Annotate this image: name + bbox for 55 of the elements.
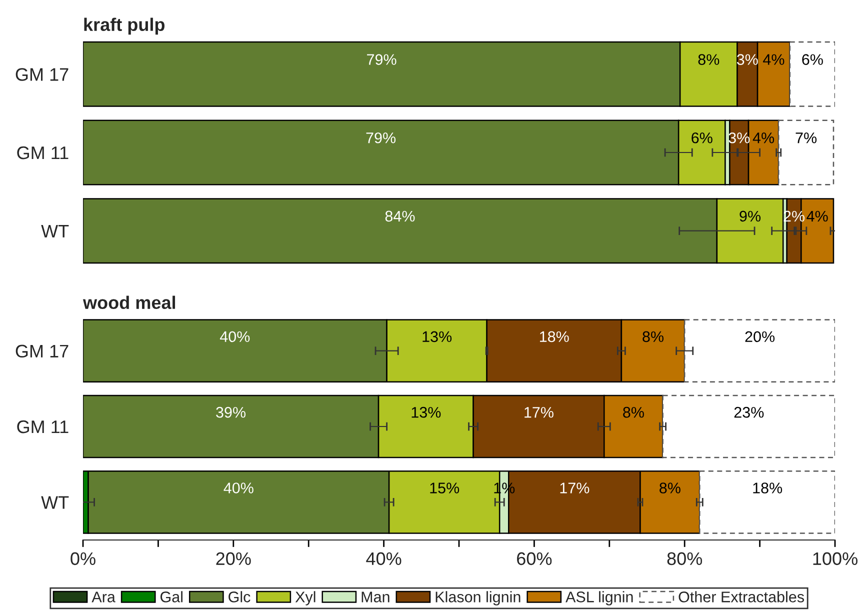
data-label: 4%: [752, 132, 774, 144]
data-label: 23%: [734, 406, 764, 418]
data-label: 18%: [540, 331, 569, 342]
data-label: 9%: [740, 210, 761, 222]
data-label: 8%: [660, 482, 680, 494]
chart-title: kraft pulp: [84, 18, 165, 35]
x-tick-label: 60%: [517, 552, 552, 566]
legend-label: Gal: [160, 591, 182, 602]
data-label: 3%: [736, 54, 758, 65]
data-label: 8%: [623, 406, 644, 418]
data-label: 4%: [806, 210, 828, 222]
legend-label: ASL lignin: [566, 591, 633, 606]
chart-title: wood meal: [82, 296, 176, 310]
data-label: 8%: [698, 54, 720, 65]
bar: [684, 319, 835, 382]
legend-label: Klason lignin: [436, 591, 520, 606]
data-label: 18%: [753, 482, 782, 494]
x-tick-label: 20%: [216, 552, 251, 566]
data-label: 13%: [422, 331, 452, 342]
data-label: 6%: [692, 132, 712, 144]
x-tick-label: 80%: [667, 552, 702, 566]
bar: [778, 120, 834, 186]
legend-label: Other Extractables: [678, 591, 804, 602]
legend-label: Ara: [92, 592, 116, 602]
x-tick-label: 40%: [366, 552, 402, 566]
data-label: 79%: [367, 54, 396, 65]
y-tick-label: GM 11: [17, 420, 68, 434]
data-label: 17%: [524, 406, 554, 418]
legend-label: Xyl: [295, 591, 316, 606]
data-label: 20%: [745, 331, 775, 342]
data-label: 1%: [494, 482, 515, 494]
bar: [662, 394, 835, 458]
data-label: 40%: [220, 331, 250, 342]
y-tick-label: GM 17: [16, 68, 68, 81]
y-tick-label: GM 11: [17, 146, 68, 160]
data-label: 13%: [412, 406, 441, 418]
x-tick-label: 0%: [70, 552, 96, 566]
data-label: 17%: [560, 482, 590, 494]
data-label: 39%: [216, 406, 246, 418]
data-label: 6%: [802, 54, 823, 65]
data-label: 8%: [642, 331, 664, 342]
data-label: 15%: [430, 482, 460, 494]
data-label: 84%: [385, 210, 415, 222]
bar: [699, 470, 835, 534]
x-tick-label: 100%: [813, 552, 858, 566]
data-label: 4%: [763, 54, 784, 65]
data-label: 40%: [224, 482, 254, 494]
legend-label: Man: [362, 592, 390, 602]
y-tick-label: WT: [41, 496, 69, 509]
bar: [789, 41, 835, 107]
legend-label: Glc: [228, 591, 250, 602]
y-tick-label: GM 17: [16, 344, 68, 358]
y-tick-label: WT: [41, 224, 69, 238]
data-label: 79%: [366, 132, 396, 144]
data-label: 7%: [796, 132, 817, 144]
